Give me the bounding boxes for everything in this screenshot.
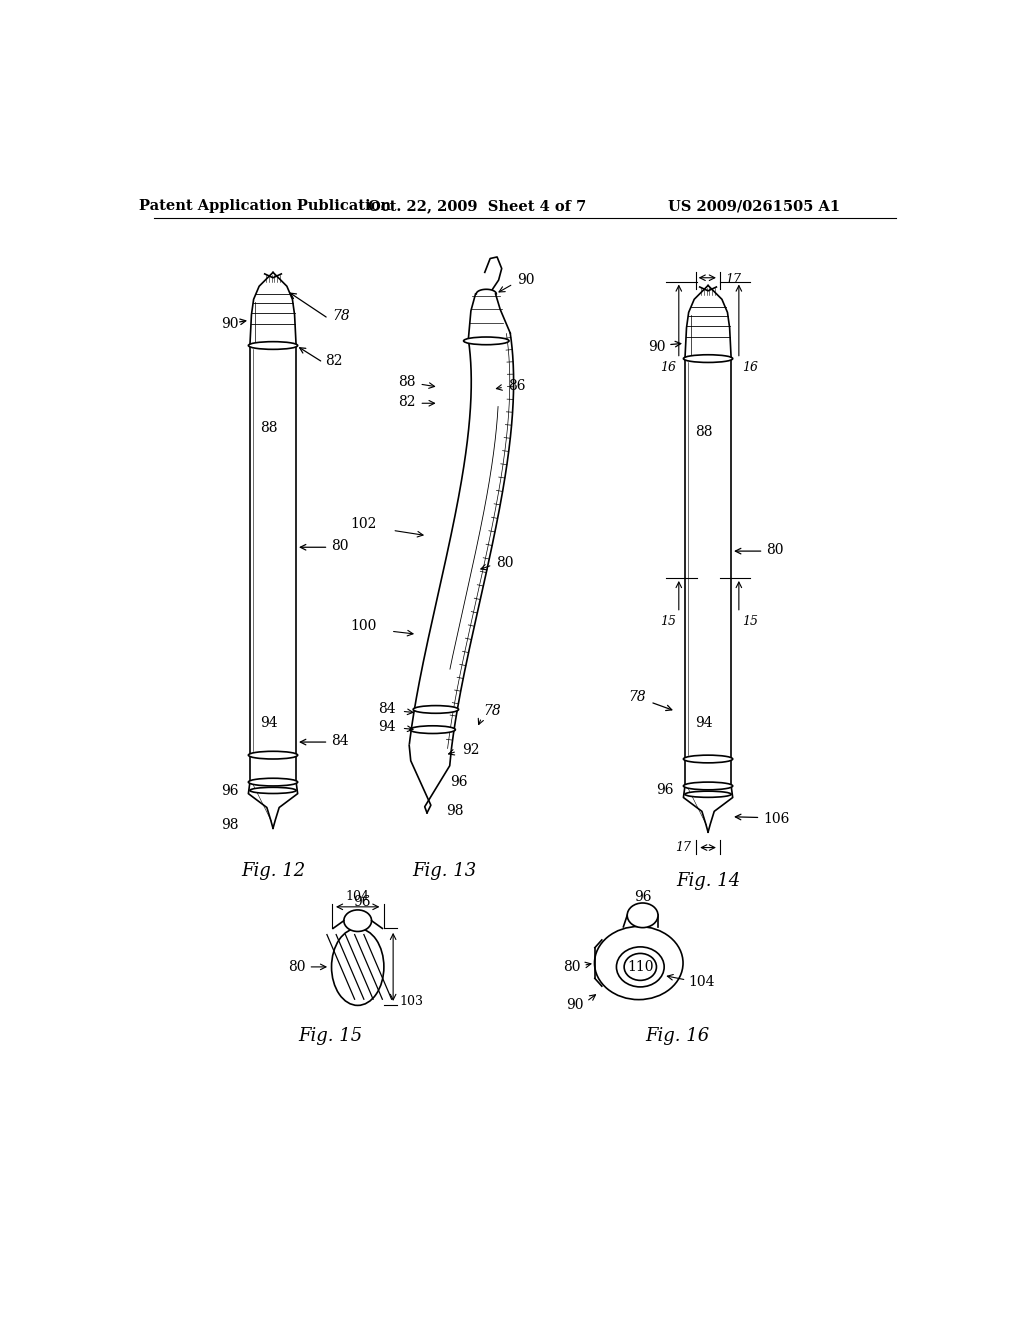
Text: 80: 80 xyxy=(497,556,514,570)
Ellipse shape xyxy=(249,751,298,759)
Text: 78: 78 xyxy=(333,309,350,323)
Text: 96: 96 xyxy=(451,775,468,789)
Ellipse shape xyxy=(332,928,384,1006)
Text: 15: 15 xyxy=(742,615,758,628)
Ellipse shape xyxy=(683,355,733,363)
Text: 103: 103 xyxy=(399,995,423,1008)
Text: 17: 17 xyxy=(675,841,691,854)
Text: 86: 86 xyxy=(508,379,525,392)
Text: 80: 80 xyxy=(332,539,349,553)
Text: 82: 82 xyxy=(326,354,343,368)
Text: 80: 80 xyxy=(288,960,305,974)
Text: 100: 100 xyxy=(350,619,377,632)
Text: Oct. 22, 2009  Sheet 4 of 7: Oct. 22, 2009 Sheet 4 of 7 xyxy=(368,199,586,213)
Ellipse shape xyxy=(413,706,459,713)
Ellipse shape xyxy=(595,927,683,999)
Text: Patent Application Publication: Patent Application Publication xyxy=(139,199,391,213)
Text: 16: 16 xyxy=(742,362,758,375)
Text: 94: 94 xyxy=(260,715,278,730)
Ellipse shape xyxy=(683,781,733,789)
Text: 84: 84 xyxy=(332,734,349,747)
Text: 110: 110 xyxy=(627,960,653,974)
Ellipse shape xyxy=(464,337,509,345)
Text: Fig. 15: Fig. 15 xyxy=(299,1027,362,1045)
Text: 82: 82 xyxy=(398,395,416,409)
Text: 90: 90 xyxy=(517,273,535,286)
Ellipse shape xyxy=(625,953,656,981)
Text: Fig. 12: Fig. 12 xyxy=(241,862,305,879)
Text: Fig. 14: Fig. 14 xyxy=(676,871,740,890)
Text: 88: 88 xyxy=(398,375,416,388)
Ellipse shape xyxy=(683,755,733,763)
Text: 16: 16 xyxy=(659,362,676,375)
Text: 94: 94 xyxy=(379,719,396,734)
Text: 78: 78 xyxy=(483,705,501,718)
Text: 98: 98 xyxy=(446,804,464,817)
Ellipse shape xyxy=(410,726,456,734)
Ellipse shape xyxy=(344,909,372,932)
Text: 96: 96 xyxy=(353,895,371,909)
Text: Fig. 13: Fig. 13 xyxy=(413,862,477,879)
Text: 15: 15 xyxy=(659,615,676,628)
Text: 92: 92 xyxy=(462,743,479,756)
Text: 104: 104 xyxy=(346,890,370,903)
Text: 88: 88 xyxy=(260,421,278,434)
Text: 84: 84 xyxy=(379,702,396,715)
Ellipse shape xyxy=(616,946,665,987)
Text: 96: 96 xyxy=(221,784,239,799)
Ellipse shape xyxy=(249,342,298,350)
Text: 96: 96 xyxy=(634,890,651,904)
Text: US 2009/0261505 A1: US 2009/0261505 A1 xyxy=(669,199,841,213)
Text: 78: 78 xyxy=(629,690,646,705)
Text: 80: 80 xyxy=(767,543,784,557)
Text: 90: 90 xyxy=(221,317,239,331)
Text: 80: 80 xyxy=(563,960,581,974)
Text: 102: 102 xyxy=(350,517,377,531)
Text: 98: 98 xyxy=(221,818,239,832)
Text: 104: 104 xyxy=(689,975,716,989)
Text: 88: 88 xyxy=(695,425,713,438)
Text: 17: 17 xyxy=(725,273,741,286)
Ellipse shape xyxy=(685,791,731,797)
Text: 106: 106 xyxy=(764,812,790,826)
Text: 96: 96 xyxy=(656,783,674,797)
Text: Fig. 16: Fig. 16 xyxy=(645,1027,710,1045)
Ellipse shape xyxy=(249,779,298,785)
Text: 90: 90 xyxy=(648,341,666,354)
Ellipse shape xyxy=(628,903,658,928)
Ellipse shape xyxy=(250,787,296,793)
Text: 90: 90 xyxy=(566,998,584,1012)
Text: 94: 94 xyxy=(695,715,713,730)
